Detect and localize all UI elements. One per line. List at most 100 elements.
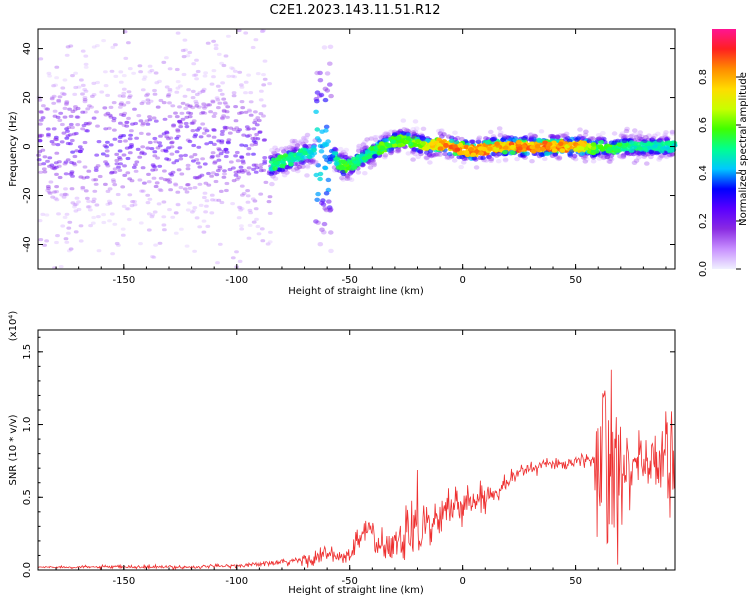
heatmap-cell [147,70,153,74]
heatmap-cell [134,136,140,140]
heatmap-cell [420,141,426,146]
heatmap-cell [236,28,242,33]
heatmap-cell [669,129,676,135]
heatmap-cell [217,88,223,92]
heatmap-cell [472,157,479,162]
heatmap-cell [216,106,221,110]
heatmap-cell [297,139,303,144]
heatmap-cell [261,138,267,142]
heatmap-cell [174,67,180,72]
heatmap-cell [70,74,75,78]
heatmap-cell [502,134,508,139]
snr-series-line [38,369,675,570]
heatmap-cell [422,146,428,151]
heatmap-cell [167,208,172,212]
heatmap-cell [164,56,169,60]
heatmap-cell [54,76,59,80]
heatmap-cell [190,129,196,133]
heatmap-cell [226,138,232,142]
heatmap-cell [117,156,122,160]
heatmap-cell [186,88,192,92]
heatmap-cell [103,70,108,74]
heatmap-cell [245,170,251,174]
x-tick-label: 50 [569,275,582,286]
heatmap-cell [82,140,88,145]
heatmap-cell [87,104,92,108]
heatmap-cell [68,247,74,251]
heatmap-cell [478,151,484,156]
heatmap-cell [343,155,349,160]
heatmap-cell [56,98,62,103]
heatmap-cell [261,73,266,77]
heatmap-cell [309,153,315,158]
heatmap-cell [272,153,278,159]
heatmap-cell [443,142,449,148]
heatmap-cell [184,244,190,248]
heatmap-cell [193,99,199,103]
heatmap-cell [211,114,217,118]
heatmap-cell [145,122,151,126]
heatmap-cell [395,149,402,154]
heatmap-cell [152,165,158,169]
heatmap-cell [626,151,632,157]
heatmap-cell [608,153,615,158]
heatmap-cell [221,114,227,118]
heatmap-cell [667,153,674,158]
heatmap-cell [420,126,427,131]
heatmap-cell [480,155,486,161]
heatmap-cell [304,173,310,178]
heatmap-cell [125,171,131,175]
heatmap-cell [121,94,126,98]
heatmap-cell [204,142,210,146]
heatmap-cell [169,141,175,145]
heatmap-cell [651,144,658,149]
heatmap-cell [65,134,71,138]
heatmap-cell [191,73,197,77]
heatmap-cell [55,143,61,147]
heatmap-cell [125,41,131,45]
heatmap-cell [200,89,206,93]
heatmap-cell [179,227,184,231]
x-tick-label: -150 [112,576,135,587]
heatmap-cell [237,206,243,210]
heatmap-cell [107,199,112,203]
heatmap-cell [185,103,190,107]
heatmap-cell [154,81,160,85]
heatmap-cell [127,177,133,181]
heatmap-cell [145,146,151,150]
heatmap-cell [201,102,207,106]
heatmap-cell [361,156,368,161]
heatmap-cell [40,116,46,120]
heatmap-cell [253,170,259,174]
heatmap-cell [556,156,563,161]
heatmap-cell [258,192,264,196]
heatmap-cell [261,168,267,172]
heatmap-cell [220,81,226,85]
heatmap-cell [39,133,45,137]
heatmap-cell [243,80,249,84]
heatmap-cell [51,84,56,88]
heatmap-cell [410,134,416,139]
heatmap-cell [58,111,64,115]
heatmap-cell [186,111,191,115]
heatmap-cell [370,158,376,163]
heatmap-cell [267,82,272,86]
heatmap-cell [100,152,106,156]
heatmap-cell [400,118,407,123]
heatmap-cell [459,136,465,142]
heatmap-cell [198,203,204,207]
heatmap-cell [514,156,520,162]
heatmap-cell [138,119,144,123]
heatmap-cell [267,211,273,215]
heatmap-cell [436,128,442,134]
heatmap-cell [255,224,261,229]
heatmap-cell [182,187,188,191]
heatmap-cell [147,118,153,122]
heatmap-cell [341,159,347,164]
heatmap-cell [84,175,90,179]
heatmap-cell [351,165,358,170]
heatmap-cell [51,127,57,131]
heatmap-cell [253,118,258,122]
heatmap-cell [152,154,158,158]
heatmap-cell [74,196,80,200]
